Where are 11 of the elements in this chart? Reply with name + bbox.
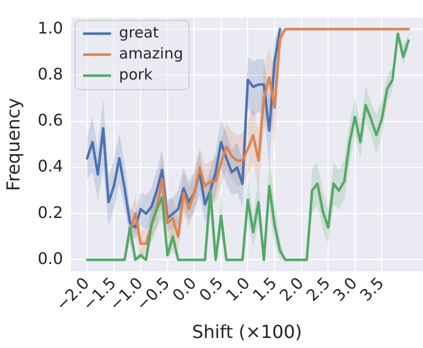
- y-tick-label: 0.2: [38, 202, 64, 222]
- y-axis-title: Frequency: [3, 98, 24, 191]
- legend-label: pork: [119, 65, 153, 84]
- y-tick-label: 0.0: [38, 248, 64, 268]
- y-tick-label: 1.0: [38, 18, 64, 38]
- x-axis-title: Shift (×100): [192, 322, 302, 343]
- legend-label: great: [119, 23, 159, 42]
- y-tick-label: 0.6: [38, 110, 64, 130]
- y-tick-label: 0.4: [38, 156, 64, 176]
- legend-label: amazing: [119, 44, 184, 62]
- y-tick-label: 0.8: [38, 64, 64, 84]
